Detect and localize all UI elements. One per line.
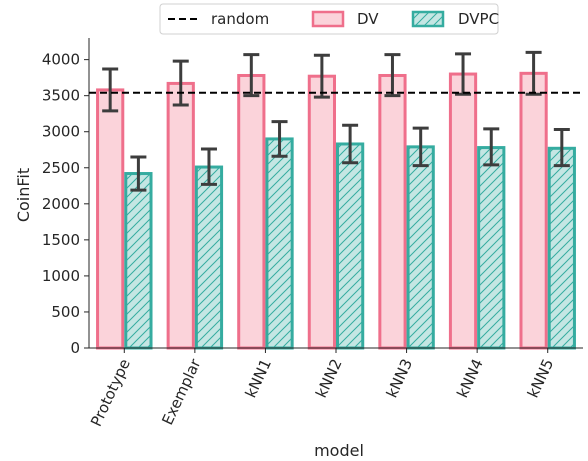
x-tick-label-knn5: kNN5 bbox=[524, 356, 558, 400]
bar-dvpc-prototype bbox=[124, 172, 153, 350]
legend-swatch-dv bbox=[311, 10, 345, 28]
legend-swatch-dvpc bbox=[411, 10, 445, 28]
bar-dvpc-knn5 bbox=[547, 146, 576, 350]
bar-dv-knn5 bbox=[519, 71, 548, 350]
bar-dv-knn3 bbox=[378, 73, 407, 350]
bar-dvpc-exemplar bbox=[194, 165, 224, 350]
y-tick-label: 500 bbox=[51, 303, 80, 321]
x-tick-label-knn2: kNN2 bbox=[312, 356, 346, 400]
y-axis-label: CoinFit bbox=[14, 168, 33, 222]
y-tick-label: 1500 bbox=[42, 231, 80, 249]
x-tick-label-prototype: Prototype bbox=[87, 356, 134, 429]
bar-dv-prototype bbox=[96, 88, 125, 350]
y-tick-label: 2000 bbox=[42, 195, 80, 213]
y-tick-label: 3500 bbox=[42, 87, 80, 105]
bar-dvpc-knn4 bbox=[477, 146, 506, 350]
x-tick-label-knn4: kNN4 bbox=[453, 356, 487, 400]
y-tick-label: 4000 bbox=[42, 51, 80, 69]
bar-dv-exemplar bbox=[166, 81, 195, 350]
x-tick-label-knn1: kNN1 bbox=[242, 356, 276, 400]
y-axis: 0 500 1000 1500 2000 2500 3000 3500 4000 bbox=[42, 38, 90, 357]
bar-dv-knn1 bbox=[237, 73, 266, 350]
error-bars-layer bbox=[102, 50, 570, 192]
x-tick-label-exemplar: Exemplar bbox=[158, 355, 205, 428]
legend-label-dv: DV bbox=[357, 10, 379, 28]
x-tick-label-knn3: kNN3 bbox=[383, 356, 417, 400]
bar-dv-knn2 bbox=[307, 74, 336, 350]
y-tick-label: 2500 bbox=[42, 159, 80, 177]
legend: random DV DVPC bbox=[159, 3, 499, 35]
x-axis-label: model bbox=[314, 441, 364, 460]
bar-dv-knn4 bbox=[448, 72, 478, 350]
bar-dvpc-knn3 bbox=[406, 145, 435, 350]
x-axis: Prototype Exemplar kNN1 kNN2 kNN3 kNN4 kNN5 bbox=[87, 347, 583, 429]
y-tick-label: 1000 bbox=[42, 267, 80, 285]
bar-dvpc-knn2 bbox=[336, 142, 365, 350]
y-tick-label: 0 bbox=[70, 339, 80, 357]
legend-label-random: random bbox=[211, 10, 269, 28]
bars-layer bbox=[96, 71, 576, 350]
legend-label-dvpc: DVPC bbox=[458, 10, 499, 28]
bar-dvpc-knn1 bbox=[265, 137, 294, 350]
y-tick-label: 3000 bbox=[42, 123, 80, 141]
